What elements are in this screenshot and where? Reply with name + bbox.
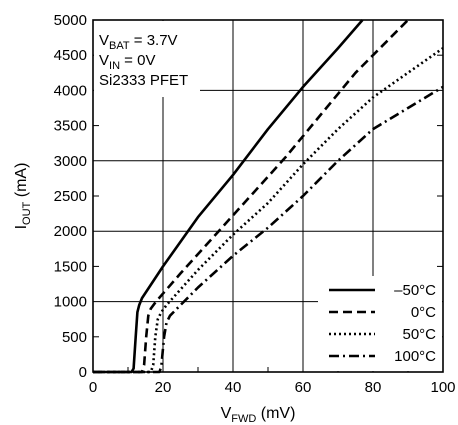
x-tick-label: 40 [225,379,242,396]
y-axis-title: IOUT (mA) [13,163,33,230]
y-tick-label: 0 [79,364,87,381]
series-line-1 [93,19,409,374]
annotation-background [94,21,200,97]
series-line-0 [93,19,364,374]
x-tick-label: 60 [295,379,312,396]
legend-label-0: –50°C [394,282,436,299]
y-tick-label: 4500 [54,47,87,64]
y-tick-label: 5000 [54,12,87,29]
series-line-3 [93,85,444,374]
legend-label-2: 50°C [402,326,436,343]
annotation-part: Si2333 PFET [99,72,188,89]
series-line-2 [93,47,444,374]
x-tick-labels: 0 20 40 60 80 100 [89,379,456,396]
annotation-vin: VIN = 0V [99,52,155,72]
annotation-vbat: VBAT = 3.7V [99,32,178,52]
annotation-box: VBAT = 3.7V VIN = 0V Si2333 PFET [94,21,200,97]
y-tick-label: 2500 [54,188,87,205]
y-tick-label: 1500 [54,258,87,275]
y-tick-label: 2000 [54,223,87,240]
x-tick-label: 100 [430,379,455,396]
grid [92,19,444,373]
legend-label-3: 100°C [394,348,436,365]
legend-label-1: 0°C [411,304,436,321]
x-tick-label: 0 [89,379,97,396]
x-axis-title: VFWD (mV) [221,405,296,425]
legend: –50°C 0°C 50°C 100°C [318,276,442,371]
x-tick-label: 20 [155,379,172,396]
series-group [93,19,444,374]
y-tick-label: 3500 [54,118,87,135]
y-tick-labels: 0 500 1000 1500 2000 2500 3000 3500 4000 4500 5000 [54,12,87,381]
x-tick-label: 80 [365,379,382,396]
y-tick-label: 1000 [54,294,87,311]
y-tick-label: 500 [62,329,87,346]
y-tick-label: 3000 [54,153,87,170]
y-tick-label: 4000 [54,82,87,99]
